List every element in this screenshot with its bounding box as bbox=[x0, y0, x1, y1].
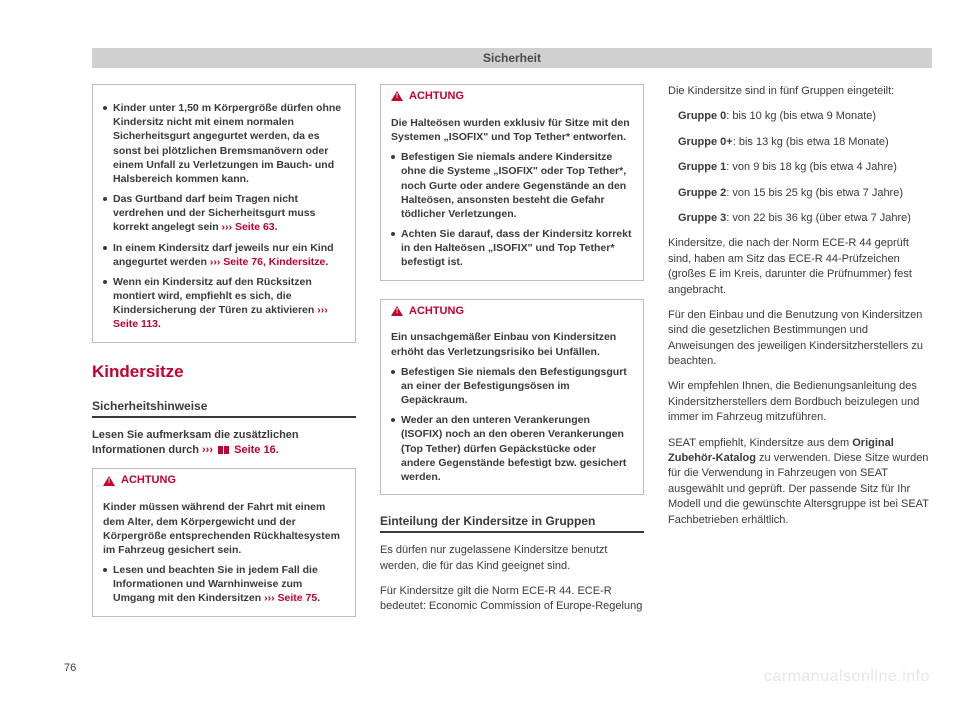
warn-text: . bbox=[325, 256, 328, 268]
warn-text: Das Gurtband darf beim Tragen nicht verd… bbox=[113, 193, 315, 233]
page-ref: ››› Seite 76, Kindersitze bbox=[210, 256, 326, 268]
manual-page: Sicherheit Kinder unter 1,50 m Körpergrö… bbox=[0, 0, 960, 708]
page-ref: Seite 16 bbox=[231, 444, 276, 456]
body-paragraph: Wir empfehlen Ihnen, die Bedienungsanlei… bbox=[668, 379, 932, 425]
warning-box: ACHTUNG Kinder müssen während der Fahrt … bbox=[92, 468, 356, 616]
warn-text: Befestigen Sie niemals den Befestigungsg… bbox=[401, 366, 627, 406]
group-text: : von 15 bis 25 kg (bis etwa 7 Jahre) bbox=[726, 187, 903, 199]
warn-text: Achten Sie darauf, dass der Kindersitz k… bbox=[401, 228, 632, 268]
warning-title: ACHTUNG bbox=[103, 473, 345, 488]
group-label: Gruppe 0+ bbox=[678, 136, 733, 148]
group-label: Gruppe 0 bbox=[678, 110, 726, 122]
warn-text: Befestigen Sie niemals andere Kindersitz… bbox=[401, 151, 626, 220]
warn-text: . bbox=[158, 318, 161, 330]
book-icon bbox=[218, 446, 229, 454]
body-paragraph: Die Kindersitze sind in fünf Gruppen ein… bbox=[668, 84, 932, 99]
warn-text: Kinder unter 1,50 m Körpergröße dürfen o… bbox=[113, 102, 341, 185]
body-paragraph: Kindersitze, die nach der Norm ECE-R 44 … bbox=[668, 236, 932, 298]
column-1: Kinder unter 1,50 m Körpergröße dürfen o… bbox=[92, 84, 356, 635]
content-columns: Kinder unter 1,50 m Körpergröße dürfen o… bbox=[92, 84, 932, 635]
warn-text: Wenn ein Kindersitz auf den Rücksitzen m… bbox=[113, 276, 317, 316]
section-header: Sicherheit bbox=[92, 48, 932, 68]
group-text: : bis 10 kg (bis etwa 9 Monate) bbox=[726, 110, 876, 122]
warn-lead: Ein unsachgemäßer Einbau von Kindersitze… bbox=[391, 331, 616, 357]
warning-box: ACHTUNG Die Halteösen wurden exklusiv fü… bbox=[380, 84, 644, 281]
warn-lead: Die Halteösen wurden exklusiv für Sitze … bbox=[391, 117, 630, 143]
group-line: Gruppe 1: von 9 bis 18 kg (bis etwa 4 Ja… bbox=[668, 160, 932, 175]
warning-title: ACHTUNG bbox=[391, 89, 633, 104]
warning-label: ACHTUNG bbox=[409, 304, 464, 319]
warning-title: ACHTUNG bbox=[391, 304, 633, 319]
page-number: 76 bbox=[64, 662, 76, 674]
column-3: Die Kindersitze sind in fünf Gruppen ein… bbox=[668, 84, 932, 635]
warning-icon bbox=[103, 476, 115, 486]
page-ref: ››› Seite 75 bbox=[264, 592, 317, 604]
sub-heading: Sicherheitshinweise bbox=[92, 398, 356, 418]
body-paragraph: Für Kindersitze gilt die Norm ECE-R 44. … bbox=[380, 584, 644, 615]
lead-paragraph: Lesen Sie aufmerksam die zusätzlichen In… bbox=[92, 428, 356, 459]
warning-box: ACHTUNG Ein unsachgemäßer Einbau von Kin… bbox=[380, 299, 644, 496]
group-text: : von 9 bis 18 kg (bis etwa 4 Jahre) bbox=[726, 161, 897, 173]
warn-text: Weder an den unteren Verankerungen (ISOF… bbox=[401, 414, 626, 483]
warning-box-continued: Kinder unter 1,50 m Körpergröße dürfen o… bbox=[92, 84, 356, 343]
group-line: Gruppe 0+: bis 13 kg (bis etwa 18 Monate… bbox=[668, 135, 932, 150]
watermark: carmanualsonline.info bbox=[764, 668, 930, 686]
group-line: Gruppe 2: von 15 bis 25 kg (bis etwa 7 J… bbox=[668, 186, 932, 201]
group-line: Gruppe 3: von 22 bis 36 kg (über etwa 7 … bbox=[668, 211, 932, 226]
group-label: Gruppe 1 bbox=[678, 161, 726, 173]
body-text: SEAT empfiehlt, Kindersitze aus dem bbox=[668, 437, 852, 449]
warning-icon bbox=[391, 91, 403, 101]
group-label: Gruppe 3 bbox=[678, 212, 726, 224]
group-label: Gruppe 2 bbox=[678, 187, 726, 199]
warning-label: ACHTUNG bbox=[121, 473, 176, 488]
body-paragraph: SEAT empfiehlt, Kindersitze aus dem Orig… bbox=[668, 436, 932, 528]
group-text: : von 22 bis 36 kg (über etwa 7 Jahre) bbox=[726, 212, 911, 224]
warn-text: . bbox=[317, 592, 320, 604]
warn-lead: Kinder müssen während der Fahrt mit eine… bbox=[103, 501, 340, 556]
warn-text: . bbox=[275, 221, 278, 233]
column-2: ACHTUNG Die Halteösen wurden exklusiv fü… bbox=[380, 84, 644, 635]
group-line: Gruppe 0: bis 10 kg (bis etwa 9 Monate) bbox=[668, 109, 932, 124]
group-text: : bis 13 kg (bis etwa 18 Monate) bbox=[733, 136, 889, 148]
body-paragraph: Für den Einbau und die Benutzung von Kin… bbox=[668, 308, 932, 370]
ref-arrows: ››› bbox=[202, 444, 213, 456]
page-ref: ››› Seite 63 bbox=[222, 221, 275, 233]
warning-icon bbox=[391, 306, 403, 316]
body-paragraph: Es dürfen nur zugelassene Kindersitze be… bbox=[380, 543, 644, 574]
sub-heading: Einteilung der Kindersitze in Gruppen bbox=[380, 513, 644, 533]
section-heading: Kindersitze bbox=[92, 361, 356, 384]
warning-label: ACHTUNG bbox=[409, 89, 464, 104]
